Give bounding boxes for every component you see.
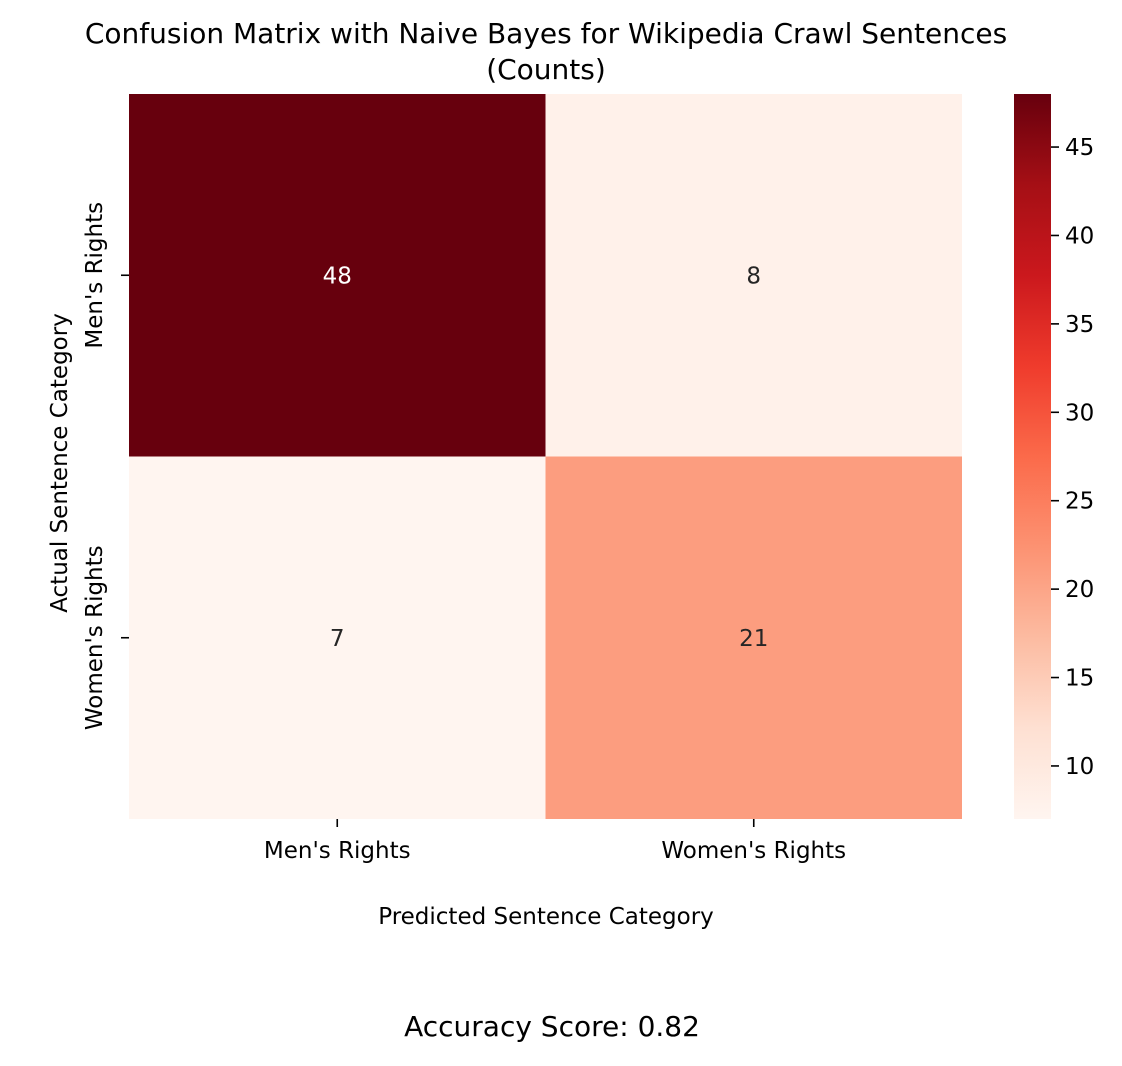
colorbar-tick-label: 40 [1065, 223, 1094, 249]
cell-value-0-1: 8 [746, 263, 761, 289]
heatmap-cell-0-1 [545, 94, 962, 457]
heatmap-cell-1-0 [129, 456, 546, 819]
y-tick-label: Women's Rights [82, 545, 108, 730]
heatmap-cell-1-1 [545, 456, 962, 819]
colorbar-tick-label: 15 [1065, 666, 1094, 692]
chart-title: Confusion Matrix with Naive Bayes for Wi… [85, 17, 1007, 50]
colorbar-tick-label: 10 [1065, 754, 1094, 780]
cell-value-1-1: 21 [739, 626, 768, 652]
x-axis-label: Predicted Sentence Category [378, 904, 714, 930]
y-axis-label: Actual Sentence Category [47, 313, 73, 613]
cell-value-0-0: 48 [323, 263, 352, 289]
colorbar-tick-label: 45 [1065, 135, 1094, 161]
chart-subtitle: (Counts) [486, 53, 606, 86]
colorbar-tick-label: 35 [1065, 312, 1094, 338]
colorbar-tick-label: 20 [1065, 577, 1094, 603]
y-tick-label: Men's Rights [82, 202, 108, 349]
y-axis: Men's Rights Women's Rights [82, 202, 129, 730]
colorbar [1014, 94, 1051, 819]
heatmap-grid: 48 8 7 21 [129, 94, 962, 819]
x-tick-label: Women's Rights [661, 838, 846, 864]
x-tick-label: Men's Rights [264, 838, 411, 864]
accuracy-score: Accuracy Score: 0.82 [404, 1010, 700, 1043]
x-axis: Men's Rights Women's Rights [264, 819, 846, 864]
heatmap-cell-0-0 [129, 94, 546, 457]
colorbar-ticks: 10 15 20 25 30 35 40 45 [1051, 135, 1094, 780]
cell-value-1-0: 7 [330, 626, 345, 652]
colorbar-tick-label: 30 [1065, 400, 1094, 426]
colorbar-tick-label: 25 [1065, 489, 1094, 515]
